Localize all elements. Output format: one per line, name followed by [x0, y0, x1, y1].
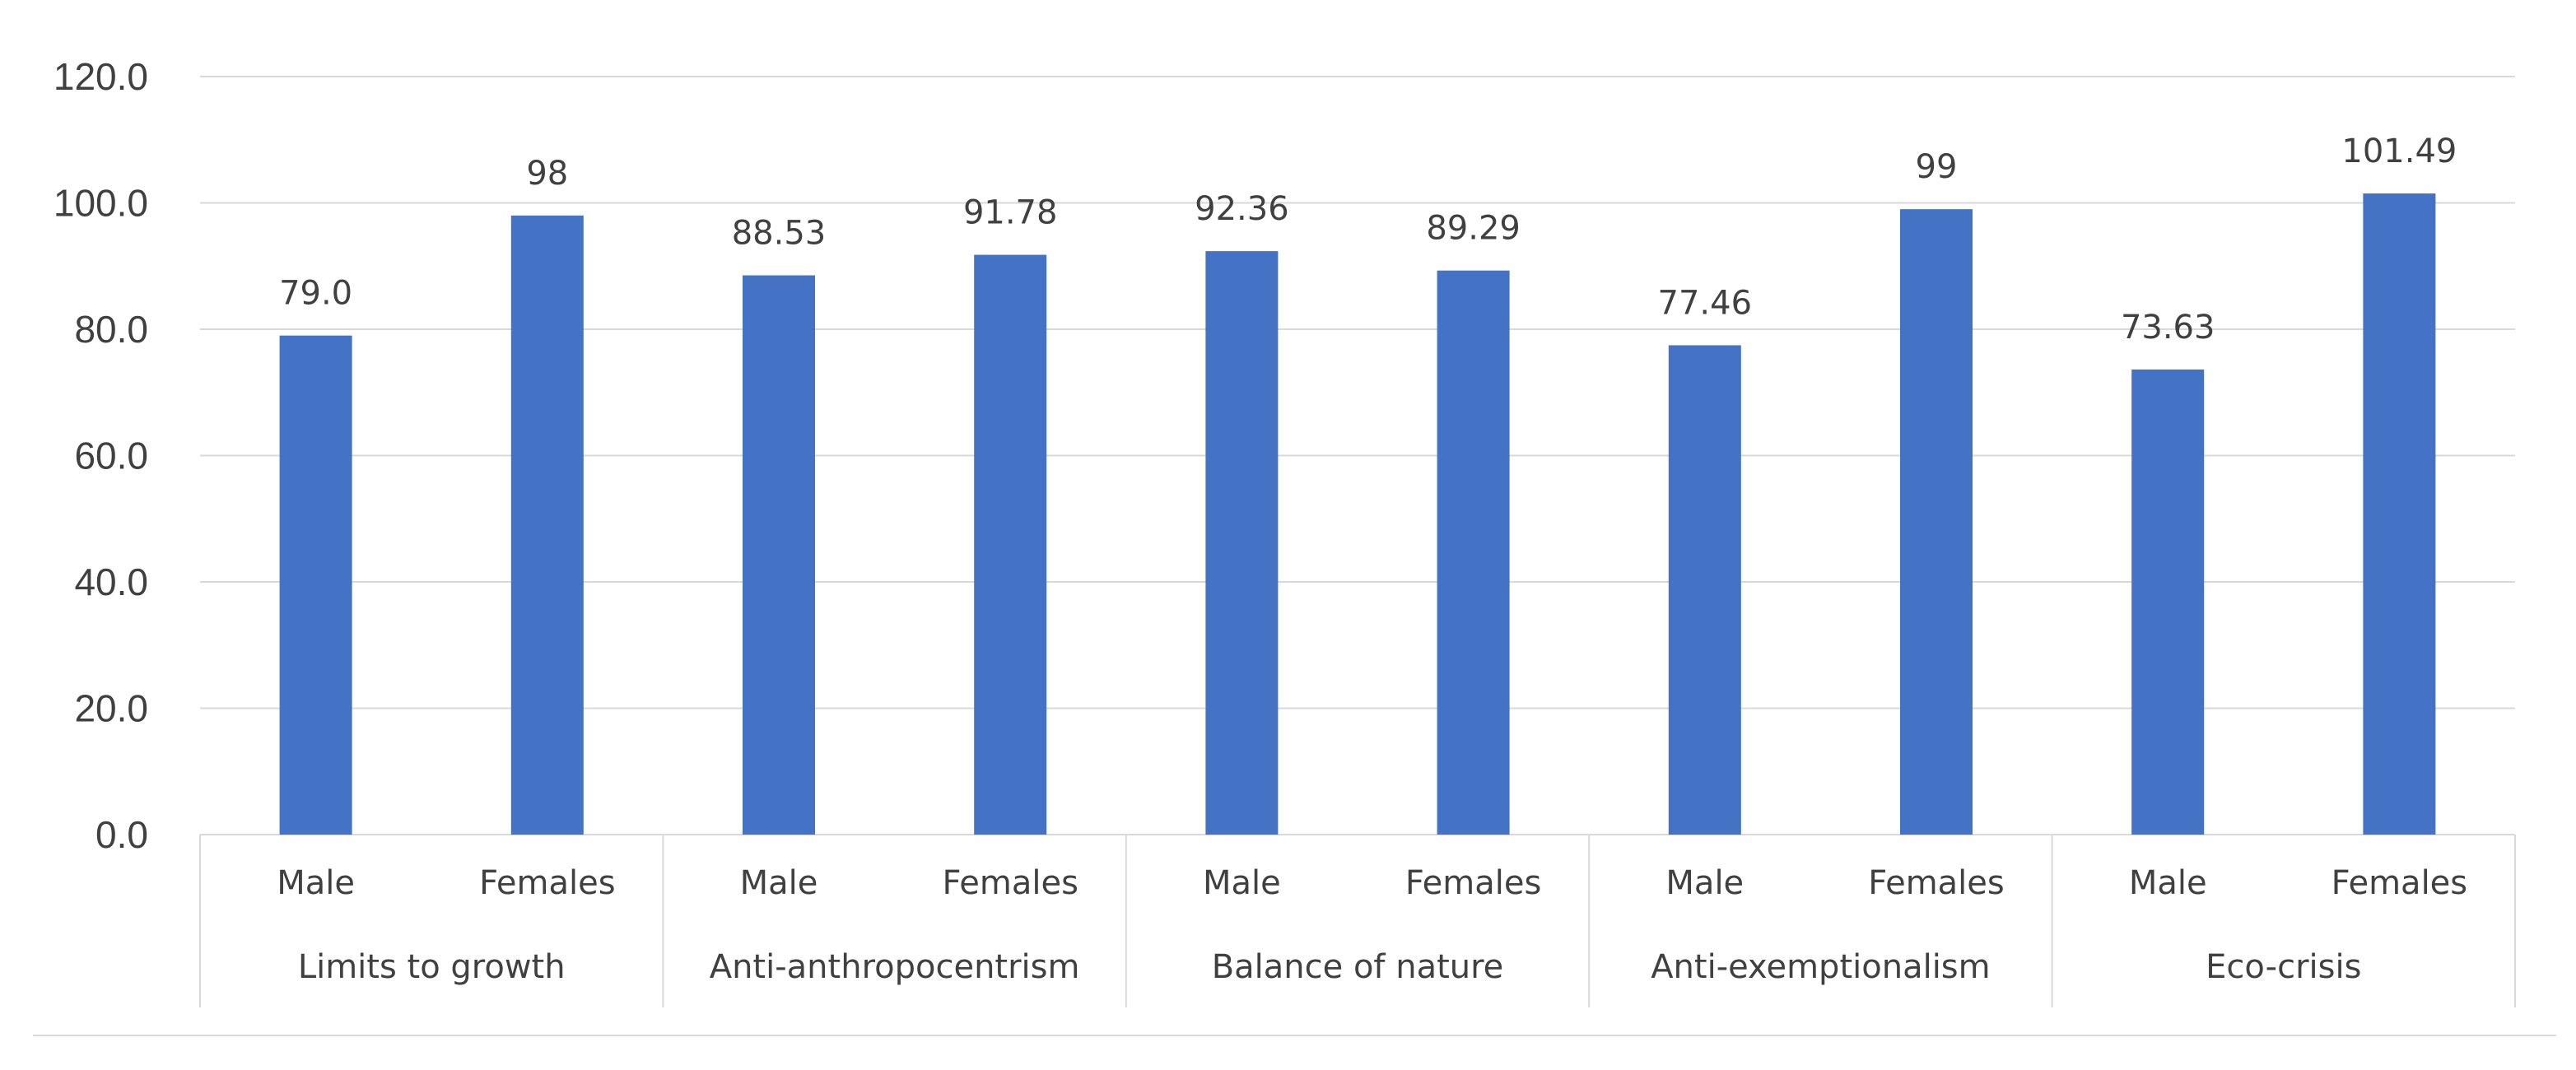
gridlines [200, 76, 2515, 835]
bar [2363, 193, 2436, 835]
bars [279, 193, 2436, 835]
data-label: 92.36 [1195, 190, 1289, 228]
data-label: 73.63 [2121, 309, 2215, 347]
bar [743, 275, 815, 835]
data-labels: 79.0 98 88.53 91.78 92.36 89.29 77.46 99 73.63 10… [279, 133, 2457, 347]
data-label: 89.29 [1426, 210, 1521, 248]
y-tick-label: 120.0 [54, 55, 148, 98]
y-tick-label: 0.0 [95, 813, 148, 856]
bar [1668, 345, 1741, 835]
x-category-label: Male [1665, 864, 1744, 902]
x-category-label: Females [1868, 864, 2004, 902]
data-label: 79.0 [279, 275, 352, 313]
x-category-label: Male [740, 864, 818, 902]
y-tick-label: 60.0 [74, 435, 148, 477]
x-axis: Male Females Limits to growth Male Females An… [33, 835, 2556, 1036]
y-tick-label: 20.0 [74, 687, 148, 730]
bar [1205, 251, 1279, 835]
data-label: 77.46 [1658, 284, 1753, 322]
data-label: 101.49 [2341, 133, 2457, 170]
x-category-label: Male [2129, 864, 2207, 902]
bar [279, 335, 352, 835]
x-category-label: Females [2331, 864, 2467, 902]
bar [1437, 270, 1510, 835]
y-tick-label: 100.0 [54, 182, 148, 225]
data-label: 88.53 [732, 215, 827, 253]
x-group-label: Anti-exemptionalism [1651, 948, 1990, 986]
x-category-label: Male [277, 864, 355, 902]
bar [510, 215, 584, 835]
x-category-label: Females [1405, 864, 1541, 902]
data-label: 91.78 [963, 194, 1058, 232]
x-group-label: Limits to growth [298, 948, 566, 986]
x-group-label: Balance of nature [1212, 948, 1504, 986]
y-axis-ticks: 0.0 20.0 40.0 60.0 80.0 100.0 120.0 [54, 55, 148, 856]
data-label: 99 [1916, 148, 1958, 186]
bar [2131, 369, 2205, 835]
x-category-label: Male [1203, 864, 1281, 902]
data-label: 98 [526, 155, 568, 193]
x-category-label: Females [942, 864, 1078, 902]
x-group-label: Eco-crisis [2206, 948, 2361, 986]
bar [1900, 209, 1973, 835]
y-tick-label: 80.0 [74, 308, 148, 351]
x-group-label: Anti-anthropocentrism [710, 948, 1080, 986]
bar [974, 254, 1047, 835]
y-tick-label: 40.0 [74, 561, 148, 603]
x-category-label: Females [479, 864, 615, 902]
